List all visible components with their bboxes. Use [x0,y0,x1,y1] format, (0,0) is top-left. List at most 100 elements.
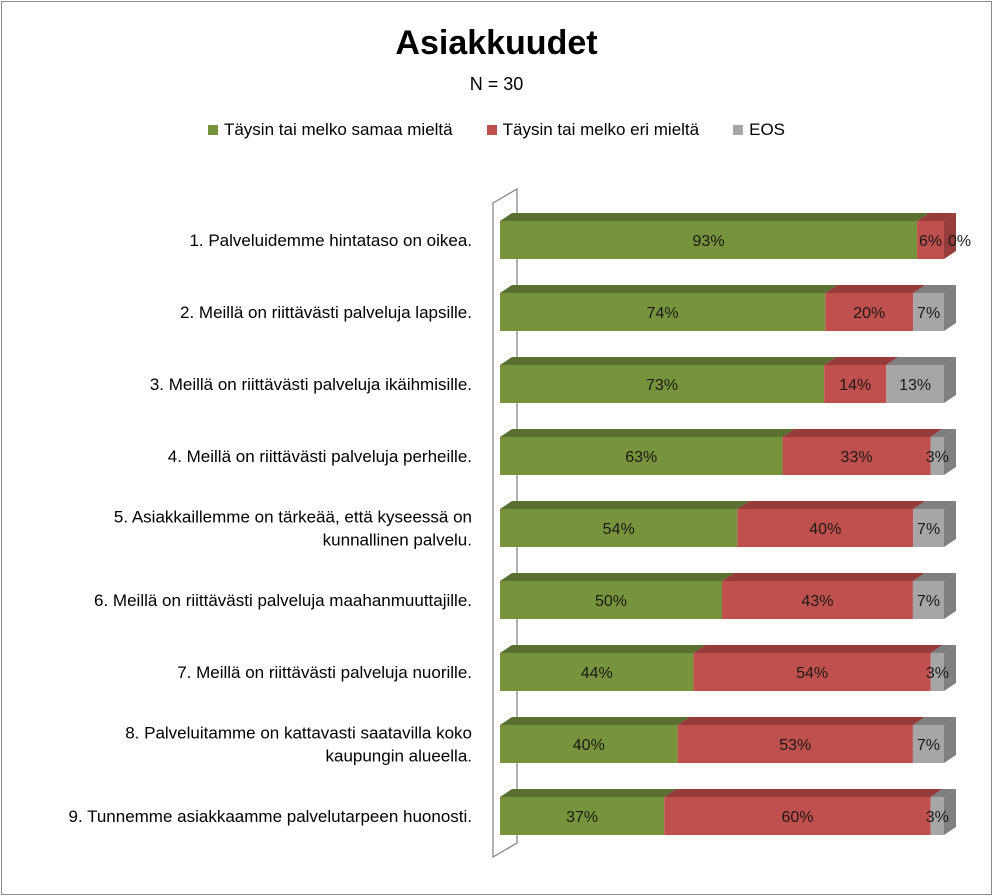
category-label: 8. Palveluitamme on kattavasti saatavill… [125,724,472,743]
bar-top-face [500,285,838,293]
data-label: 0% [948,233,971,250]
bar-top-face [500,789,677,797]
bar-top-face [500,357,837,365]
bar-top-face [913,285,956,293]
bar-top-face [913,501,956,509]
bar-segment [500,437,783,475]
bar-segment [886,365,944,403]
bar-segment [917,221,944,259]
chart-title: Asiakkuudet [395,24,598,62]
legend-label-agree: Täysin tai melko samaa mieltä [223,120,453,139]
category-label: kunnallinen palvelu. [323,531,472,550]
bar-side-face [944,429,956,475]
legend-swatch-eos [733,125,744,135]
bar-segment [693,653,931,691]
bar-segment [500,797,665,835]
bar-top-face [824,357,899,365]
data-label: 63% [625,449,657,466]
bar-segment [824,365,887,403]
category-label: 9. Tunnemme asiakkaamme palvelutarpeen h… [68,807,472,826]
bar-segment [500,725,678,763]
data-label: 43% [801,593,833,610]
bar-top-face [825,285,926,293]
category-label: kaupungin alueella. [325,747,472,766]
data-label: 40% [809,521,841,538]
bar-segment [825,293,914,331]
bar-top-face [500,573,734,581]
bar-segment [500,581,722,619]
bar-segment [500,509,738,547]
legend-swatch-disagree [486,125,497,135]
bar-side-face [944,285,956,331]
bar-top-face [722,573,925,581]
chart-subtitle: N = 30 [469,74,524,94]
bar-segment [912,581,944,619]
data-label: 20% [853,305,885,322]
bar-segment [782,437,931,475]
bar-side-face [944,573,956,619]
data-label: 3% [926,809,949,826]
bar-top-face [782,429,943,437]
legend-item-agree: Täysin tai melko samaa mieltä [207,120,453,140]
bar-side-face [944,213,956,259]
data-label: 50% [595,593,627,610]
legend-swatch-agree [207,125,218,135]
data-label: 6% [919,233,942,250]
bar-segment [664,797,931,835]
legend: Täysin tai melko samaa mieltä Täysin tai… [2,120,991,140]
bar-side-face [944,357,956,403]
bar-side-face [944,645,956,691]
bar-top-face [664,789,943,797]
legend-item-disagree: Täysin tai melko eri mieltä [486,120,700,140]
category-label: 4. Meillä on riittävästi palveluja perhe… [168,447,472,466]
bar-segment [737,509,914,547]
bar-segment [930,653,944,691]
bar-top-face [500,429,795,437]
data-label: 44% [581,665,613,682]
bar-segment [677,725,913,763]
bar-segment [500,221,918,259]
category-label: 2. Meillä on riittävästi palveluja lapsi… [180,303,472,322]
bar-top-face [693,645,943,653]
bar-top-face [917,213,956,221]
bar-top-face [886,357,956,365]
data-label: 7% [917,593,940,610]
bar-segment [930,437,944,475]
bar-top-face [500,213,930,221]
bar-top-face [677,717,925,725]
data-label: 53% [779,737,811,754]
bar-top-face [912,717,956,725]
data-label: 3% [926,449,949,466]
bar-segment [930,797,944,835]
data-label: 73% [646,377,678,394]
data-label: 60% [781,809,813,826]
bar-side-face [944,789,956,835]
bar-top-face [912,573,956,581]
bar-top-face [500,717,690,725]
data-label: 54% [796,665,828,682]
bar-top-face [500,645,706,653]
bar-top-face [930,789,956,797]
category-label: 1. Palveluidemme hintataso on oikea. [189,231,472,250]
bar-segment [912,725,944,763]
legend-item-eos: EOS [733,120,785,140]
bar-top-face [737,501,926,509]
bar-side-face [944,717,956,763]
data-label: 54% [603,521,635,538]
category-label: 6. Meillä on riittävästi palveluja maaha… [94,591,472,610]
bar-side-face [944,501,956,547]
data-label: 33% [841,449,873,466]
bar-segment [500,293,826,331]
category-label: 5. Asiakkaillemme on tärkeää, että kysee… [114,508,472,527]
bar-segment [722,581,913,619]
legend-label-disagree: Täysin tai melko eri mieltä [502,120,700,139]
bar-segment [500,653,694,691]
bar-top-face [500,501,750,509]
data-label: 93% [693,233,725,250]
category-label: 3. Meillä on riittävästi palveluja ikäih… [150,375,472,394]
bar-top-face [930,645,956,653]
data-label: 7% [917,305,940,322]
data-label: 7% [917,521,940,538]
data-label: 7% [917,737,940,754]
